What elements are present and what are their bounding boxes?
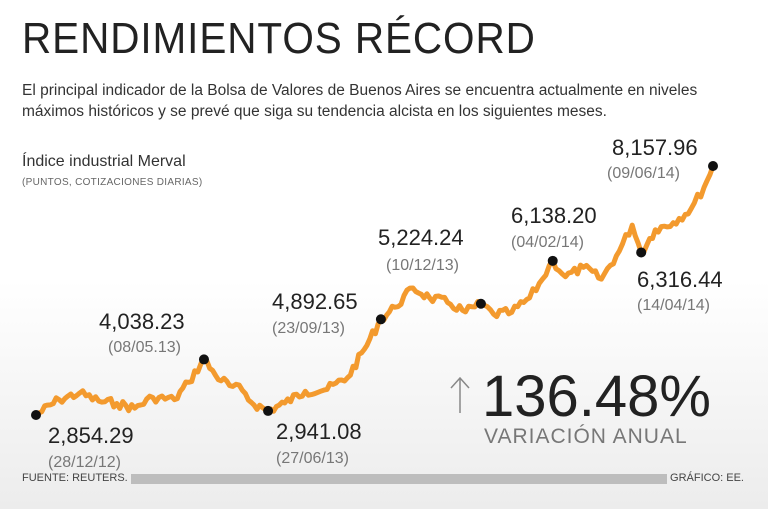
annotation-point [31,410,41,420]
annotation-point [198,354,209,365]
annotation-date: (28/12/12) [48,454,121,471]
chart-subtitle: (PUNTOS, COTIZACIONES DIARIAS) [22,177,203,188]
annotation-date: (04/02/14) [511,234,584,251]
annotation-value: 2,854.29 [48,423,134,448]
annotation-value: 4,038.23 [99,309,185,334]
annotation-date: (23/09/13) [272,320,345,337]
annotation-point [475,298,486,309]
annotation-date: (27/06/13) [276,450,349,467]
annotation-point [547,255,558,266]
credit-note: GRÁFICO: EE. [670,472,744,484]
annotation-date: (10/12/13) [386,257,459,274]
annotation-date: (08/05.13) [108,339,181,356]
annotation-value: 5,224.24 [378,225,464,250]
description-text: El principal indicador de la Bolsa de Va… [22,82,698,120]
chart-title: Índice industrial Merval [22,153,186,170]
annotation-point [375,314,386,325]
source-note: FUENTE: REUTERS. [22,472,128,484]
annotation-value: 6,316.44 [637,267,723,292]
annual-variation-label: VARIACIÓN ANUAL [484,425,688,448]
series-layer [33,163,716,418]
footer-bar [131,474,667,484]
annotation-point [263,405,274,416]
annotation-value: 8,157.96 [612,135,698,160]
up-arrow-icon [450,376,470,413]
page-title: RENDIMIENTOS RÉCORD [22,14,536,63]
annotation-value: 4,892.65 [272,289,358,314]
annotation-value: 2,941.08 [276,419,362,444]
annual-variation-value: 136.48% [482,364,711,429]
annotation-layer: 2,854.29 (28/12/12) 4,038.23 (08/05.13) 2,94… [31,135,723,471]
annotation-date: (14/04/14) [637,297,710,314]
annotation-value: 6,138.20 [511,203,597,228]
annotation-point [636,247,647,258]
merval-series-line [33,163,716,418]
annotation-point [708,161,718,171]
annotation-date: (09/06/14) [607,165,680,182]
